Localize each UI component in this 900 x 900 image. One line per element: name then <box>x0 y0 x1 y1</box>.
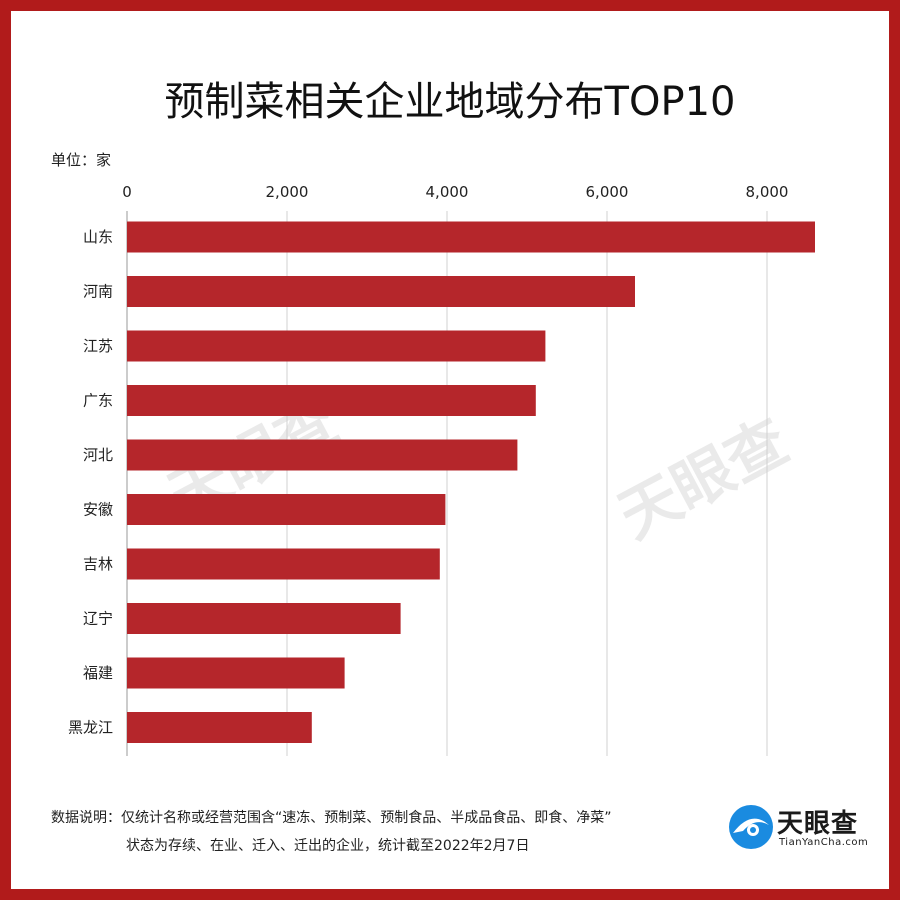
bar <box>127 603 401 634</box>
category-label: 河北 <box>83 446 113 464</box>
category-label: 山东 <box>83 228 113 246</box>
brand-name: 天眼查 <box>777 809 859 839</box>
footnote-line-1: 数据说明：仅统计名称或经营范围含“速冻、预制菜、预制食品、半成品食品、即食、净菜… <box>51 810 612 826</box>
footnote-line-2: 状态为存续、在业、迁入、迁出的企业，统计截至2022年2月7日 <box>126 838 530 854</box>
chart-frame: 预制菜相关企业地域分布TOP10 单位：家 天眼查 天眼查 02,0004,00… <box>11 11 889 889</box>
x-tick-label: 4,000 <box>426 183 469 201</box>
x-tick-label: 8,000 <box>746 183 789 201</box>
bar <box>127 657 345 689</box>
category-label: 福建 <box>83 664 113 682</box>
brand-logo: 天眼查 TianYanCha.com <box>727 801 877 861</box>
bar <box>127 548 440 580</box>
bar <box>127 276 635 307</box>
x-tick-label: 0 <box>122 183 132 201</box>
category-label: 广东 <box>83 392 113 410</box>
x-tick-label: 2,000 <box>266 183 309 201</box>
category-label: 河南 <box>83 283 113 301</box>
category-label: 吉林 <box>83 555 113 573</box>
x-tick-label: 6,000 <box>586 183 629 201</box>
brand-eye-icon <box>729 805 773 849</box>
chart-title: 预制菜相关企业地域分布TOP10 <box>164 79 736 125</box>
unit-label: 单位：家 <box>51 151 112 169</box>
category-label: 辽宁 <box>83 610 113 628</box>
brand-domain: TianYanCha.com <box>779 837 869 848</box>
category-label: 江苏 <box>83 337 113 355</box>
bar <box>127 385 536 416</box>
bar-chart: 0 2,000 4,000 6,000 8,000 山东河南江苏广东河北安徽吉林辽宁福建黑… <box>68 183 815 756</box>
bar <box>127 221 815 253</box>
category-label: 黑龙江 <box>68 719 113 737</box>
bar <box>127 439 518 471</box>
bar <box>127 330 546 362</box>
bar <box>127 712 312 743</box>
bar <box>127 494 446 525</box>
category-label: 安徽 <box>83 501 113 519</box>
